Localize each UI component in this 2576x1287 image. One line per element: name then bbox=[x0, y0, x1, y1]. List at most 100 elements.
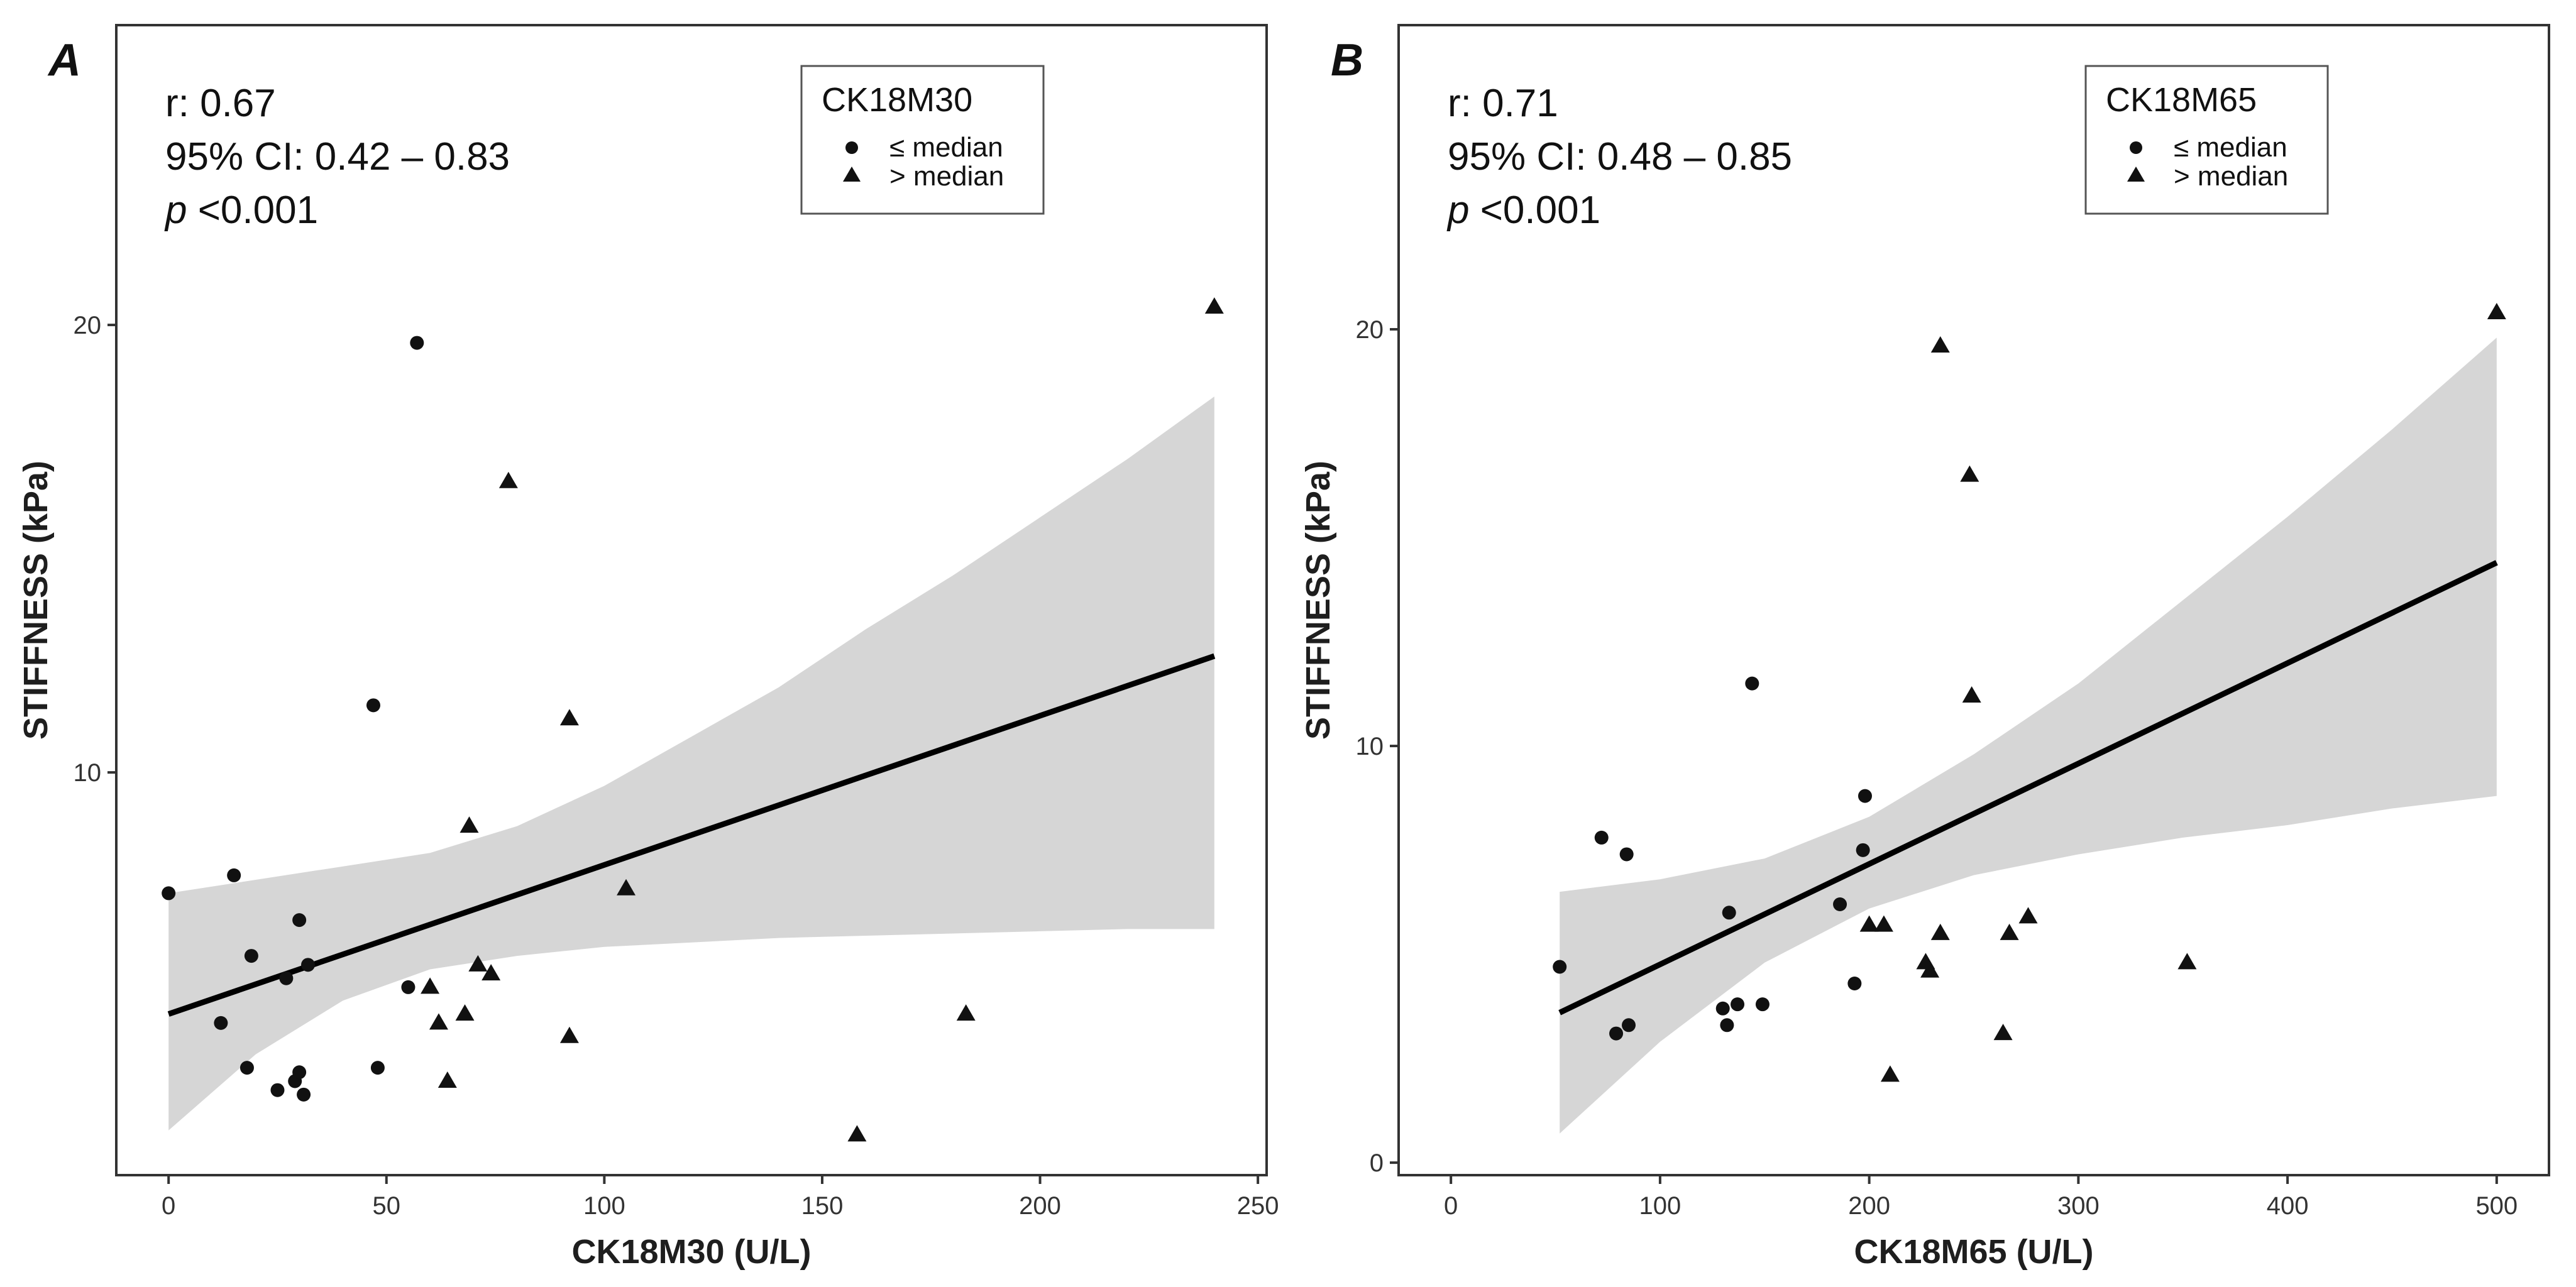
p-value: p <0.001 bbox=[1446, 189, 1600, 232]
legend-box bbox=[800, 65, 1045, 215]
data-point-triangle bbox=[482, 964, 501, 981]
data-point-circle bbox=[279, 971, 294, 985]
legend: CK18M65 ≤ median> median bbox=[2084, 65, 2329, 215]
x-tick-label: 50 bbox=[373, 1192, 401, 1220]
panel-b: 0 100 200 300 400 500 0 10 20 CK18M65 (U/L) STIFFN… bbox=[1299, 24, 2550, 1271]
plot-border bbox=[1397, 24, 2550, 1176]
data-point-circle bbox=[1856, 843, 1870, 857]
legend-title: CK18M30 bbox=[822, 81, 972, 119]
data-point-circle bbox=[239, 1061, 254, 1075]
x-tick-label: 0 bbox=[1444, 1192, 1458, 1220]
data-point-triangle bbox=[1880, 1065, 1900, 1082]
legend-item-label: ≤ median bbox=[2174, 132, 2287, 163]
data-point-triangle bbox=[1930, 336, 1950, 353]
data-point-circle bbox=[292, 913, 307, 928]
legend-circle-marker bbox=[845, 141, 858, 154]
legend-circle-marker bbox=[2130, 141, 2142, 154]
panel-label: B bbox=[1331, 35, 1363, 85]
p-value-number: <0.001 bbox=[1469, 189, 1600, 232]
y-tick-label: 20 bbox=[1356, 316, 1384, 344]
legend-triangle-marker bbox=[843, 167, 861, 182]
data-point-triangle bbox=[2487, 303, 2506, 319]
confidence-band bbox=[168, 397, 1214, 1131]
data-point-triangle bbox=[956, 1004, 976, 1021]
y-tick-label: 20 bbox=[74, 312, 102, 339]
data-point-triangle bbox=[1960, 465, 1979, 482]
y-tick-label: 10 bbox=[1356, 733, 1384, 760]
data-point-triangle bbox=[2000, 923, 2019, 940]
y-tick-label: 10 bbox=[74, 759, 102, 787]
legend-triangle-marker bbox=[2127, 167, 2145, 182]
data-point-circle bbox=[301, 958, 315, 972]
data-point-circle bbox=[1715, 1001, 1730, 1016]
x-tick-label: 250 bbox=[1237, 1192, 1279, 1220]
data-point-triangle bbox=[429, 1013, 448, 1030]
y-tick-label: 0 bbox=[1370, 1149, 1384, 1177]
p-symbol: p bbox=[164, 189, 187, 232]
data-point-triangle bbox=[460, 816, 479, 833]
legend-box bbox=[2084, 65, 2329, 215]
correlation-r: r: 0.71 bbox=[1448, 82, 1558, 125]
data-point-triangle bbox=[1920, 961, 1940, 978]
data-point-circle bbox=[1594, 830, 1609, 845]
data-point-circle bbox=[1745, 676, 1759, 691]
data-point-circle bbox=[366, 698, 380, 713]
data-point-circle bbox=[1553, 960, 1567, 974]
data-point-circle bbox=[1609, 1026, 1624, 1041]
data-point-triangle bbox=[559, 1026, 579, 1043]
data-point-circle bbox=[1731, 997, 1745, 1012]
data-point-triangle bbox=[1204, 297, 1224, 314]
legend-item-label: > median bbox=[889, 161, 1004, 192]
data-point-triangle bbox=[1930, 923, 1950, 940]
data-point-circle bbox=[1720, 1018, 1734, 1032]
data-point-triangle bbox=[1962, 686, 1981, 703]
x-tick-label: 500 bbox=[2475, 1192, 2518, 1220]
data-point-circle bbox=[1847, 977, 1862, 990]
x-tick-label: 150 bbox=[801, 1192, 844, 1220]
data-point-circle bbox=[1755, 997, 1770, 1012]
legend: CK18M30 ≤ median> median bbox=[800, 65, 1045, 215]
panel-a: 0 50 100 150 200 250 10 20 CK18M30 (U/L) STIFFNES… bbox=[17, 24, 1279, 1271]
x-axis-title: CK18M65 (U/L) bbox=[1854, 1233, 2093, 1271]
p-value-number: <0.001 bbox=[187, 189, 318, 232]
x-tick-label: 100 bbox=[583, 1192, 625, 1220]
data-point-circle bbox=[162, 886, 176, 901]
data-point-triangle bbox=[498, 471, 518, 488]
correlation-r: r: 0.67 bbox=[165, 82, 276, 125]
data-point-circle bbox=[214, 1016, 228, 1030]
data-point-circle bbox=[1833, 897, 1847, 912]
data-point-circle bbox=[297, 1087, 311, 1102]
x-tick-label: 300 bbox=[2057, 1192, 2100, 1220]
data-point-triangle bbox=[2018, 907, 2038, 924]
p-value: p <0.001 bbox=[164, 189, 318, 232]
confidence-interval: 95% CI: 0.42 – 0.83 bbox=[165, 135, 510, 178]
y-axis-title: STIFFNESS (kPa) bbox=[1299, 461, 1337, 740]
data-point-circle bbox=[410, 336, 424, 350]
data-point-triangle bbox=[1993, 1024, 2013, 1041]
x-tick-label: 200 bbox=[1019, 1192, 1061, 1220]
x-tick-label: 400 bbox=[2267, 1192, 2309, 1220]
data-point-triangle bbox=[847, 1125, 867, 1142]
x-tick-label: 100 bbox=[1639, 1192, 1682, 1220]
regression-line bbox=[167, 653, 1216, 1017]
x-tick-label: 200 bbox=[1848, 1192, 1890, 1220]
legend-title: CK18M65 bbox=[2106, 81, 2257, 119]
confidence-band bbox=[1560, 337, 2497, 1134]
data-point-circle bbox=[401, 980, 416, 994]
data-point-triangle bbox=[617, 879, 636, 895]
data-point-circle bbox=[270, 1083, 285, 1097]
legend-item-label: ≤ median bbox=[889, 132, 1003, 163]
data-point-triangle bbox=[1874, 915, 1893, 932]
panel-label: A bbox=[47, 35, 81, 85]
y-axis-title: STIFFNESS (kPa) bbox=[17, 461, 55, 740]
plot-border bbox=[115, 24, 1268, 1176]
data-point-circle bbox=[1619, 847, 1634, 862]
data-point-circle bbox=[1722, 906, 1736, 920]
data-point-circle bbox=[244, 949, 258, 963]
x-axis-title: CK18M30 (U/L) bbox=[571, 1233, 811, 1271]
data-point-circle bbox=[227, 868, 241, 882]
data-point-triangle bbox=[438, 1071, 457, 1088]
legend-item-label: > median bbox=[2174, 161, 2288, 192]
regression-line bbox=[1558, 560, 2498, 1016]
data-point-triangle bbox=[559, 709, 579, 726]
